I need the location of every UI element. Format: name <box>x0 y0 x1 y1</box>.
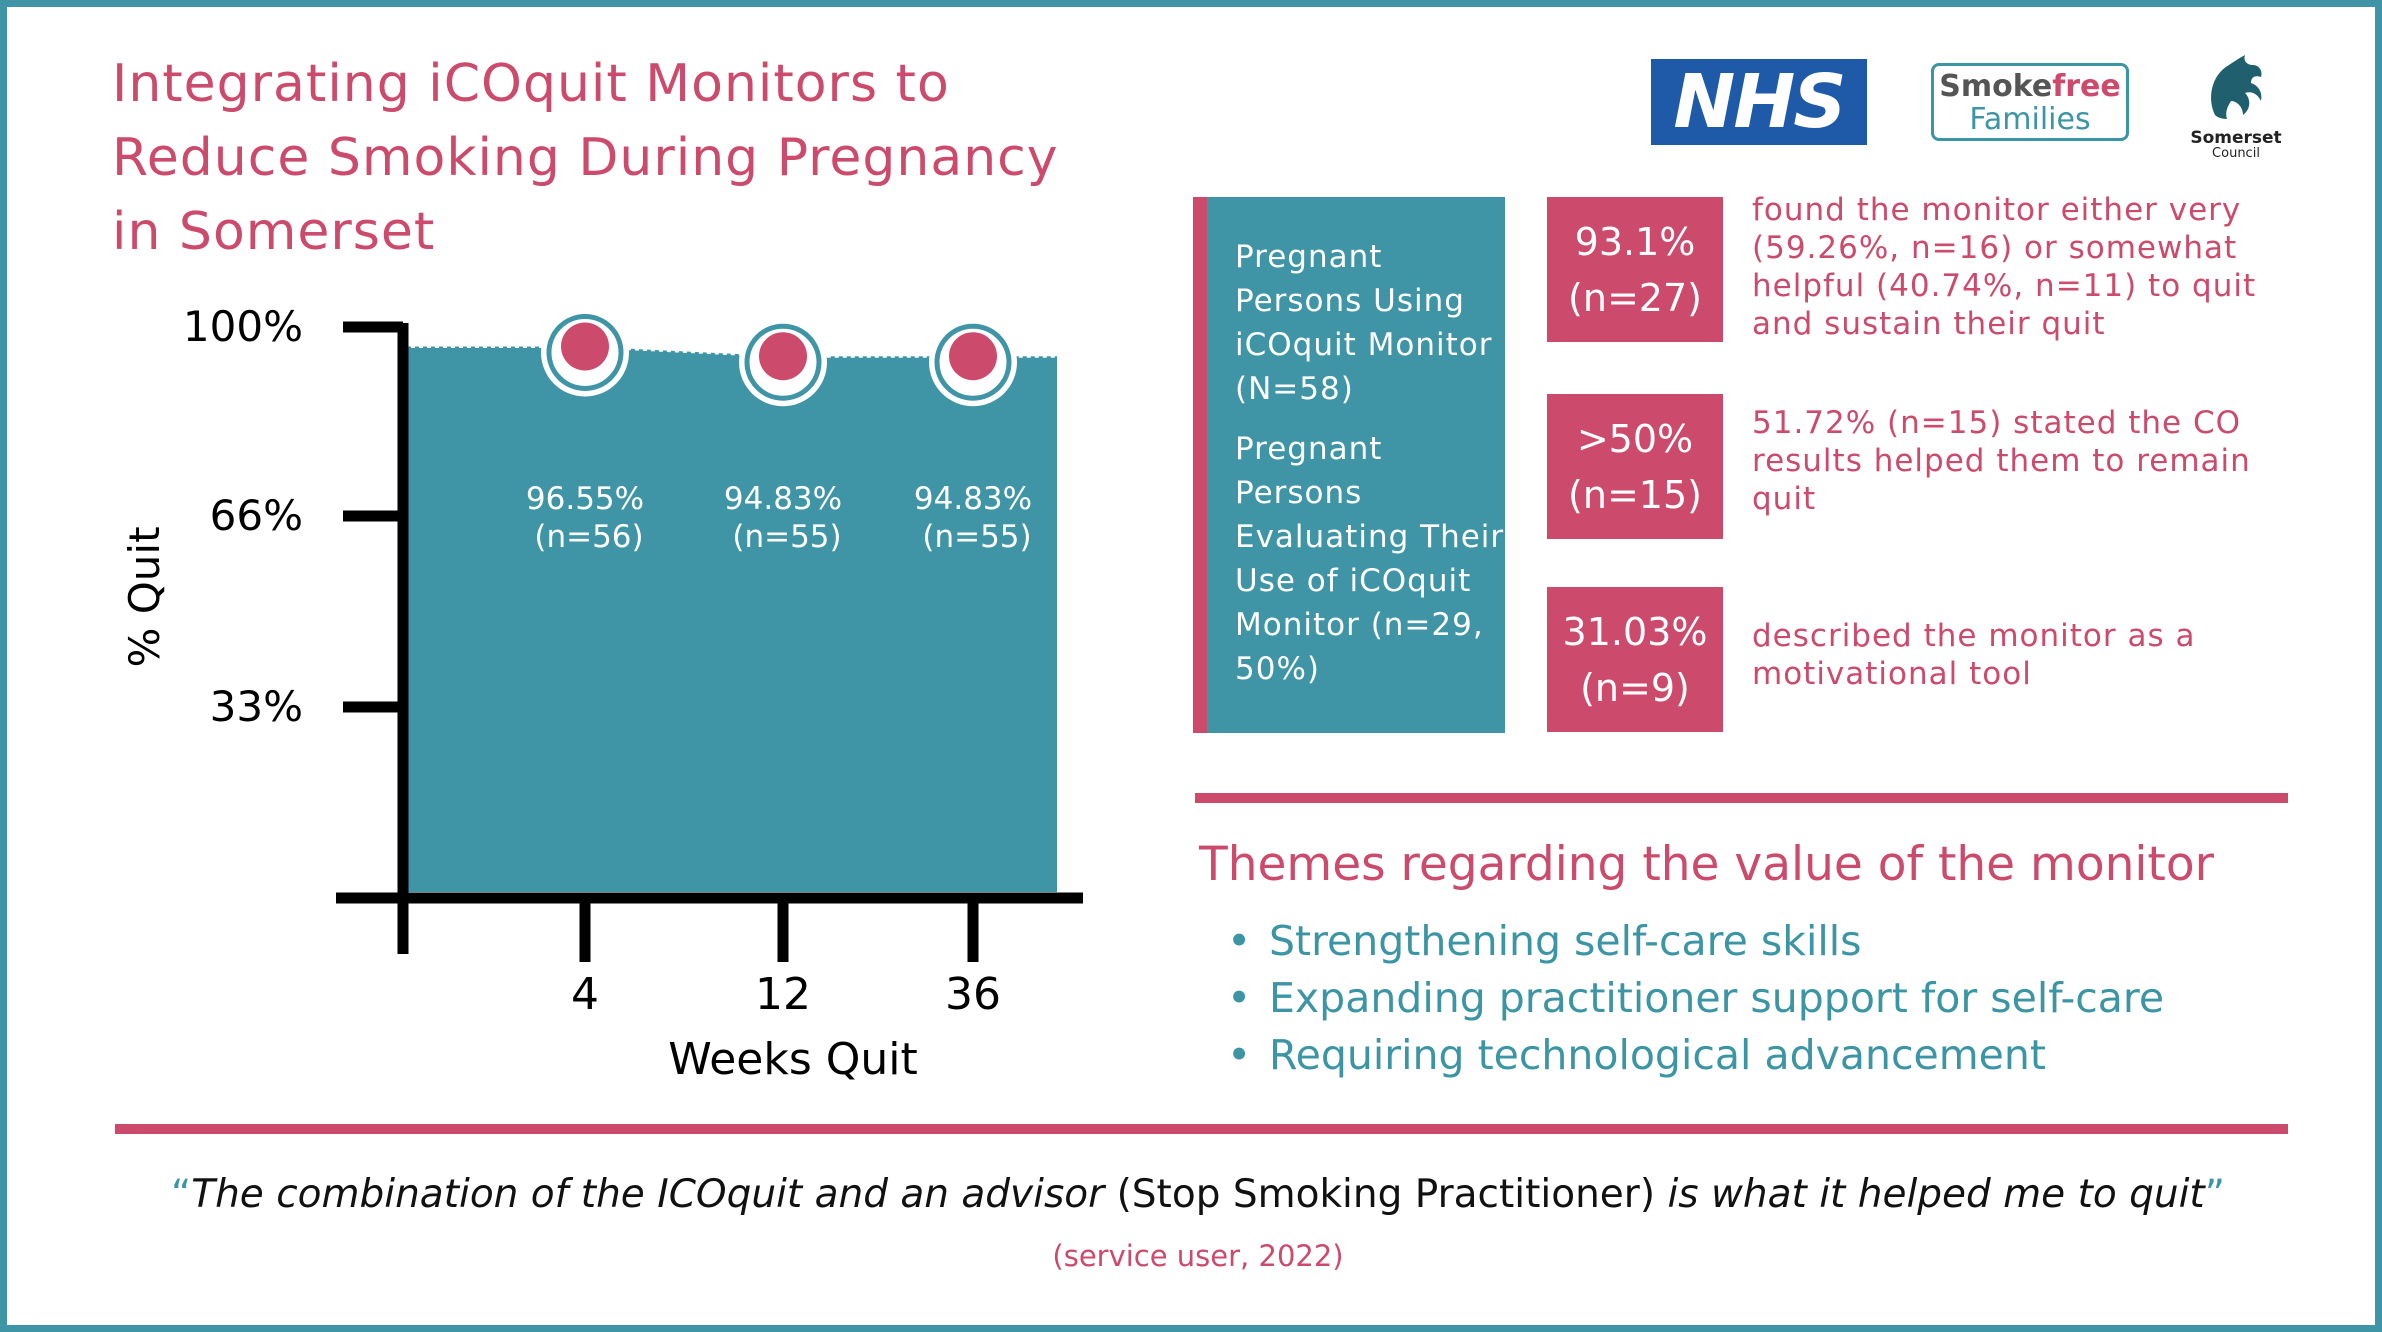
stat-box: >50% (n=15) <box>1547 394 1723 539</box>
smokefree-logo-families: Families <box>1969 102 2091 137</box>
data-label-n: (n=55) <box>732 519 841 555</box>
stat-description: described the monitor as a motivational … <box>1752 618 2196 692</box>
y-axis-label: % Quit <box>120 526 169 667</box>
data-point <box>949 332 997 381</box>
stat-value: 93.1% <box>1574 219 1696 264</box>
cohort-evaluating-label: Pregnant Persons Evaluating Their Use of… <box>1235 431 1505 687</box>
data-label-pct: 96.55% <box>526 481 644 517</box>
y-tick-label: 66% <box>210 491 303 540</box>
data-label-n: (n=56) <box>534 519 643 555</box>
testimonial-quote: “The combination of the ICOquit and an a… <box>7 1172 2382 1217</box>
council-name: Somerset <box>2190 128 2282 148</box>
theme-item: • Strengthening self-care skills <box>1227 913 2164 970</box>
data-point <box>561 322 609 371</box>
divider-rule <box>1195 793 2288 803</box>
theme-item: • Expanding practitioner support for self… <box>1227 970 2164 1027</box>
nhs-logo: NHS <box>1651 59 1867 145</box>
divider-rule <box>115 1124 2288 1134</box>
y-tick-label: 33% <box>210 682 303 731</box>
cohort-card: Pregnant Persons Using iCOquit Monitor (… <box>1193 197 1505 733</box>
themes-heading: Themes regarding the value of the monito… <box>1199 837 2214 892</box>
quote-part3: is what it helped me to quit <box>1667 1172 2205 1217</box>
marker-ring <box>744 323 822 401</box>
smokefree-logo-text: Smokefree <box>1934 70 2126 104</box>
area-fill <box>403 346 1057 892</box>
theme-label: Expanding practitioner support for self-… <box>1269 974 2165 1022</box>
close-quote-mark: ” <box>2204 1172 2225 1217</box>
data-label-pct: 94.83% <box>724 481 842 517</box>
x-axis-label: Weeks Quit <box>668 1034 917 1085</box>
stat-box: 93.1% (n=27) <box>1547 197 1723 342</box>
data-label-n: (n=55) <box>922 519 1031 555</box>
stat-value: 31.03% <box>1562 609 1708 654</box>
bullet-icon: • <box>1227 917 1252 965</box>
theme-item: • Requiring technological advancement <box>1227 1027 2164 1084</box>
area-top-edge <box>403 344 1057 358</box>
stat-n: (n=27) <box>1568 275 1702 320</box>
stat-n: (n=9) <box>1580 665 1690 710</box>
cohort-using-label: Pregnant Persons Using iCOquit Monitor (… <box>1235 239 1493 407</box>
y-tick-label: 100% <box>183 302 303 351</box>
stat-description: found the monitor either very (59.26%, n… <box>1752 192 2257 342</box>
smokefree-logo-smoke: Smoke <box>1939 69 2053 104</box>
marker-ring <box>934 323 1012 401</box>
smokefree-logo-free: free <box>2052 69 2121 104</box>
somerset-council-logo: Somerset Council <box>2185 53 2287 161</box>
stat-n: (n=15) <box>1568 472 1702 517</box>
marker-ring <box>546 313 624 391</box>
quote-attribution: (service user, 2022) <box>1052 1239 1344 1273</box>
page-title: Integrating iCOquit Monitors to Reduce S… <box>112 54 1059 262</box>
themes-list: • Strengthening self-care skills • Expandi… <box>1227 913 2164 1084</box>
quote-part2: (Stop Smoking Practitioner) <box>1104 1172 1668 1217</box>
quote-part1: The combination of the ICOquit and an ad… <box>191 1172 1105 1217</box>
x-tick-label: 36 <box>945 969 1001 1020</box>
council-sub: Council <box>2212 146 2260 161</box>
x-tick-label: 12 <box>755 969 811 1020</box>
x-tick-label: 4 <box>571 969 599 1020</box>
stat-box: 31.03% (n=9) <box>1547 587 1723 732</box>
data-label-pct: 94.83% <box>914 481 1032 517</box>
open-quote-mark: “ <box>171 1172 192 1217</box>
theme-label: Requiring technological advancement <box>1269 1031 2046 1079</box>
smokefree-families-logo: Smokefree Families <box>1931 63 2129 141</box>
bullet-icon: • <box>1227 1031 1252 1079</box>
stat-description: 51.72% (n=15) stated the CO results help… <box>1752 405 2251 517</box>
data-point <box>759 332 807 381</box>
bullet-icon: • <box>1227 974 1252 1022</box>
theme-label: Strengthening self-care skills <box>1269 917 1862 965</box>
stat-value: >50% <box>1576 416 1694 461</box>
dragon-icon <box>2211 55 2262 119</box>
quit-rate-chart: 100%66%33%% Quit496.55%(n=56)1294.83%(n=… <box>120 302 1083 1085</box>
